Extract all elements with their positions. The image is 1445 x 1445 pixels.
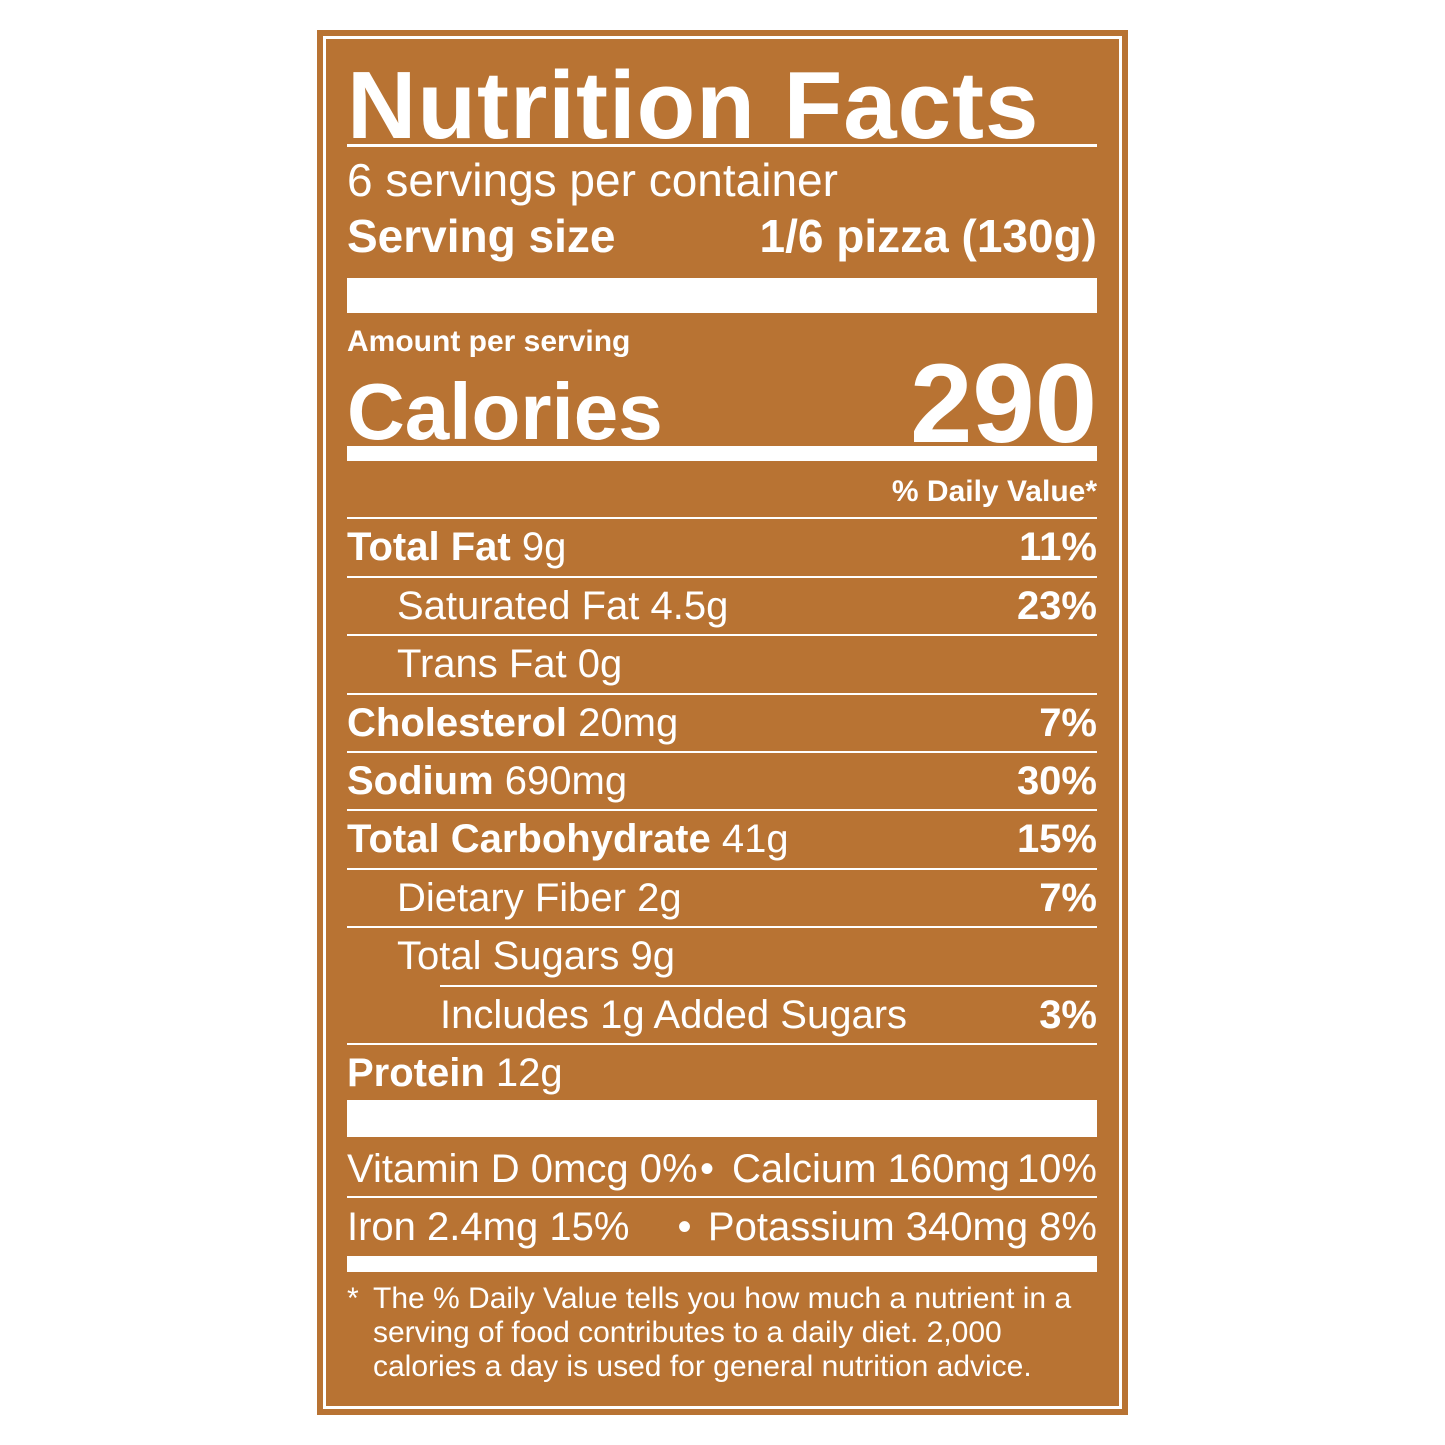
servings-per-container: 6 servings per container <box>347 154 838 206</box>
divider <box>347 144 1097 147</box>
nutrient-dv: 11% <box>1019 524 1097 569</box>
nutrient-name: Cholesterol <box>347 700 568 745</box>
label-frame <box>323 36 1122 1409</box>
nutrient-row-saturated-fat: Saturated Fat 4.5g 23% <box>347 576 1097 634</box>
calcium-dv: 10% <box>1016 1146 1097 1191</box>
nutrient-row-total-sugars: Total Sugars 9g <box>347 926 1097 984</box>
nutrient-amount: 41g <box>721 816 789 861</box>
nutrition-label-panel <box>317 30 1128 1415</box>
daily-value-header: % Daily Value* <box>891 475 1097 508</box>
footnote-text: The % Daily Value tells you how much a n… <box>373 1282 1072 1383</box>
nutrient-name: Protein <box>347 1050 485 1095</box>
calories-label: Calories <box>347 367 663 456</box>
nutrient-row-cholesterol: Cholesterol 20mg 7% <box>347 693 1097 751</box>
medium-divider <box>347 1256 1097 1272</box>
nutrient-row-added-sugars: Includes 1g Added Sugars 3% <box>440 985 1097 1043</box>
nutrient-amount: 0g <box>577 641 623 686</box>
vitamin-d: Vitamin D 0mcg 0% <box>347 1146 698 1191</box>
nutrient-amount: 20mg <box>578 700 679 745</box>
footnote-asterisk: * <box>347 1282 359 1315</box>
nutrient-name: Total Carbohydrate <box>347 816 711 861</box>
calories-value: 290 <box>910 341 1097 466</box>
thick-divider <box>347 278 1097 313</box>
nutrient-name: Saturated Fat <box>397 583 640 628</box>
nutrient-row-trans-fat: Trans Fat 0g <box>347 634 1097 692</box>
nutrient-name: Includes 1g Added Sugars <box>440 992 908 1037</box>
nutrient-amount: 9g <box>630 933 675 978</box>
nutrient-row-sodium: Sodium 690mg 30% <box>347 751 1097 809</box>
nutrient-amount: 690mg <box>504 758 628 803</box>
label-title: Nutrition Facts <box>347 52 1040 159</box>
nutrient-row-total-carbohydrate: Total Carbohydrate 41g 15% <box>347 809 1097 867</box>
serving-size-label: Serving size <box>347 210 616 262</box>
nutrient-name: Total Fat <box>347 524 511 569</box>
serving-size-value: 1/6 pizza (130g) <box>759 210 1097 262</box>
micronutrient-row: Iron 2.4mg 15% • Potassium 340mg 8% <box>347 1198 1097 1256</box>
nutrient-row-dietary-fiber: Dietary Fiber 2g 7% <box>347 868 1097 926</box>
nutrient-amount: 4.5g <box>650 583 729 628</box>
micronutrient-row: Vitamin D 0mcg 0% • Calcium 160mg 10% <box>347 1140 1097 1198</box>
potassium: Potassium 340mg 8% <box>707 1204 1097 1249</box>
nutrient-dv: 3% <box>1039 992 1097 1037</box>
divider <box>347 1196 1097 1198</box>
nutrient-name: Sodium <box>347 758 494 803</box>
amount-per-serving: Amount per serving <box>347 325 631 358</box>
nutrient-dv: 15% <box>1016 816 1097 861</box>
nutrient-row-protein: Protein 12g <box>347 1043 1097 1101</box>
nutrient-name: Total Sugars <box>397 933 620 978</box>
nutrient-name: Trans Fat <box>397 641 567 686</box>
bullet: • <box>699 1146 714 1191</box>
nutrient-dv: 23% <box>1016 583 1097 628</box>
calcium: Calcium 160mg <box>732 1146 1010 1191</box>
nutrient-amount: 12g <box>495 1050 563 1095</box>
medium-divider <box>347 446 1097 461</box>
calories-row: Calories 290 <box>347 348 1097 460</box>
nutrient-amount: 9g <box>521 524 567 569</box>
nutrient-name: Dietary Fiber <box>397 875 626 920</box>
thick-divider <box>347 1100 1097 1137</box>
iron: Iron 2.4mg 15% <box>347 1204 630 1249</box>
footnote: * The % Daily Value tells you how much a… <box>347 1282 1097 1384</box>
nutrient-amount: 2g <box>637 875 682 920</box>
nutrient-dv: 7% <box>1039 875 1097 920</box>
nutrient-dv: 7% <box>1039 700 1097 745</box>
serving-size: Serving size 1/6 pizza (130g) <box>347 208 1097 264</box>
nutrient-row-total-fat: Total Fat 9g 11% <box>347 517 1097 575</box>
bullet: • <box>677 1204 692 1249</box>
nutrient-dv: 30% <box>1016 758 1097 803</box>
